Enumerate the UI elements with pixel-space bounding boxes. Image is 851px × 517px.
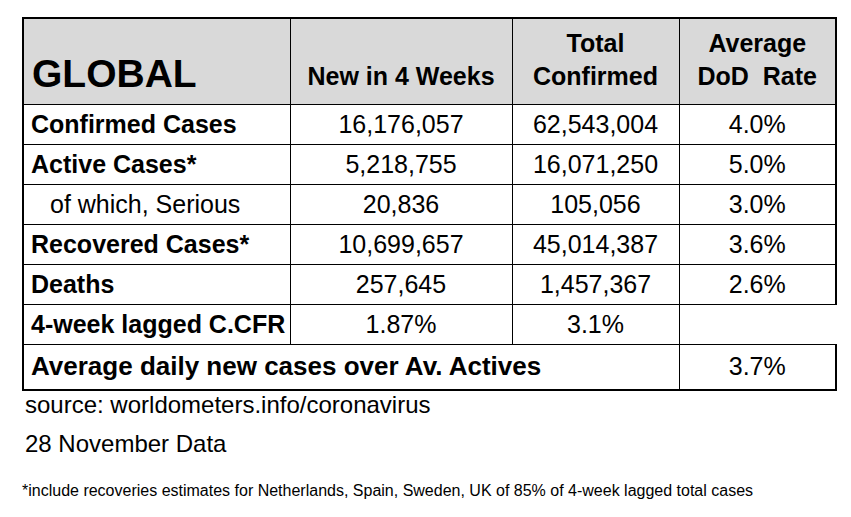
summary-avg-dod-rate: 3.7% bbox=[679, 344, 836, 390]
table-row-recovered-cases: Recovered Cases* 10,699,657 45,014,387 3… bbox=[23, 224, 836, 264]
row-label: Deaths bbox=[23, 264, 290, 304]
value-total-confirmed: 62,543,004 bbox=[512, 104, 679, 144]
page: GLOBAL New in 4 Weeks Total Confirmed Av… bbox=[0, 0, 851, 517]
col-header-avg-line2: DoD Rate bbox=[684, 60, 832, 93]
header-row: GLOBAL New in 4 Weeks Total Confirmed Av… bbox=[23, 18, 836, 104]
value-new-4-weeks: 257,645 bbox=[290, 264, 512, 304]
col-header-total-line2: Confirmed bbox=[517, 60, 675, 93]
summary-row: Average daily new cases over Av. Actives… bbox=[23, 344, 836, 390]
value-avg-dod-rate: 2.6% bbox=[679, 264, 836, 304]
row-label: Active Cases* bbox=[23, 144, 290, 184]
value-total-confirmed: 3.1% bbox=[512, 304, 679, 344]
value-avg-dod-rate-empty bbox=[679, 304, 836, 344]
value-new-4-weeks: 10,699,657 bbox=[290, 224, 512, 264]
col-header-total-confirmed: Total Confirmed bbox=[512, 18, 679, 104]
row-label: Confirmed Cases bbox=[23, 104, 290, 144]
value-avg-dod-rate: 3.6% bbox=[679, 224, 836, 264]
summary-row-label: Average daily new cases over Av. Actives bbox=[23, 344, 679, 390]
value-avg-dod-rate: 3.0% bbox=[679, 184, 836, 224]
value-new-4-weeks: 16,176,057 bbox=[290, 104, 512, 144]
value-total-confirmed: 1,457,367 bbox=[512, 264, 679, 304]
footnote-text: *include recoveries estimates for Nether… bbox=[22, 482, 753, 500]
value-avg-dod-rate: 5.0% bbox=[679, 144, 836, 184]
source-text: source: worldometers.info/coronavirus bbox=[25, 391, 431, 419]
global-covid-stats-table: GLOBAL New in 4 Weeks Total Confirmed Av… bbox=[22, 17, 837, 391]
table-row-confirmed-cases: Confirmed Cases 16,176,057 62,543,004 4.… bbox=[23, 104, 836, 144]
value-avg-dod-rate: 4.0% bbox=[679, 104, 836, 144]
row-label: 4-week lagged C.CFR bbox=[23, 304, 290, 344]
table-row-active-cases: Active Cases* 5,218,755 16,071,250 5.0% bbox=[23, 144, 836, 184]
table-row-deaths: Deaths 257,645 1,457,367 2.6% bbox=[23, 264, 836, 304]
col-header-total-line1: Total bbox=[517, 27, 675, 60]
col-header-avg-line1: Average bbox=[684, 27, 832, 60]
table-title: GLOBAL bbox=[23, 18, 290, 104]
data-date-text: 28 November Data bbox=[25, 430, 226, 458]
value-new-4-weeks: 5,218,755 bbox=[290, 144, 512, 184]
value-total-confirmed: 16,071,250 bbox=[512, 144, 679, 184]
value-total-confirmed: 45,014,387 bbox=[512, 224, 679, 264]
table-row-4-week-lagged-ccfr: 4-week lagged C.CFR 1.87% 3.1% bbox=[23, 304, 836, 344]
row-label: Recovered Cases* bbox=[23, 224, 290, 264]
table-row-of-which-serious: of which, Serious 20,836 105,056 3.0% bbox=[23, 184, 836, 224]
value-new-4-weeks: 20,836 bbox=[290, 184, 512, 224]
col-header-average-dod-rate: Average DoD Rate bbox=[679, 18, 836, 104]
value-total-confirmed: 105,056 bbox=[512, 184, 679, 224]
col-header-new-in-4-weeks: New in 4 Weeks bbox=[290, 18, 512, 104]
value-new-4-weeks: 1.87% bbox=[290, 304, 512, 344]
row-label: of which, Serious bbox=[23, 184, 290, 224]
